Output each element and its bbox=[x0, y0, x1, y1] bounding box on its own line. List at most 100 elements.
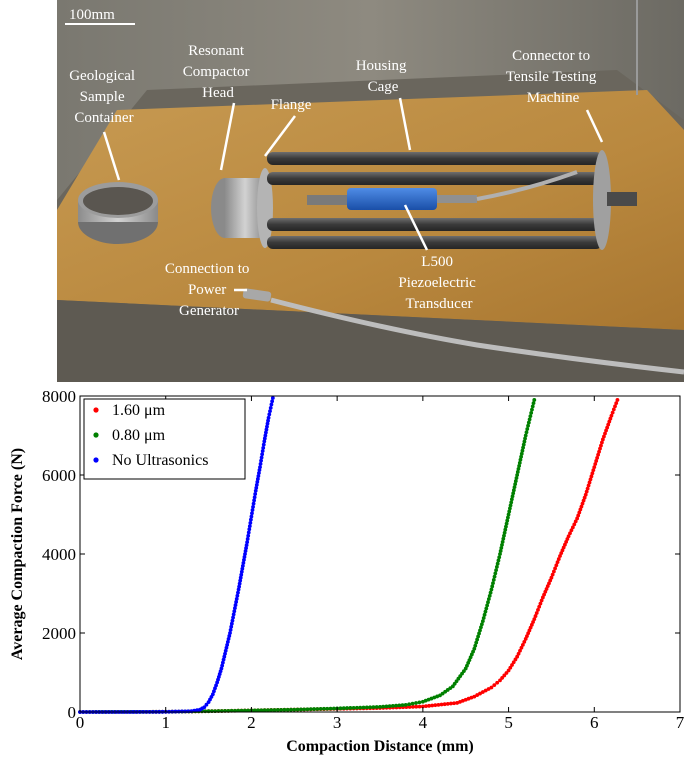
data-point bbox=[315, 707, 320, 711]
data-point bbox=[259, 455, 264, 460]
data-point bbox=[515, 654, 520, 659]
data-point bbox=[532, 398, 537, 402]
data-point bbox=[500, 539, 505, 544]
data-point bbox=[499, 546, 504, 550]
x-axis-label: Compaction Distance (mm) bbox=[286, 738, 474, 755]
data-point bbox=[298, 707, 303, 712]
data-point bbox=[251, 504, 255, 509]
data-point bbox=[483, 688, 488, 693]
data-point bbox=[260, 452, 265, 457]
x-tick-label: 4 bbox=[419, 713, 428, 732]
data-point bbox=[513, 657, 518, 662]
data-point bbox=[368, 705, 373, 710]
data-point bbox=[500, 676, 505, 680]
data-point bbox=[615, 398, 620, 402]
data-point bbox=[521, 445, 525, 450]
data-point bbox=[502, 533, 506, 538]
legend-label: No Ultrasonics bbox=[112, 452, 208, 469]
data-point bbox=[384, 704, 389, 709]
data-point bbox=[519, 451, 524, 456]
data-point bbox=[423, 698, 428, 703]
data-point bbox=[244, 546, 248, 550]
data-point bbox=[269, 402, 274, 407]
data-point bbox=[527, 417, 532, 422]
data-point bbox=[591, 468, 596, 473]
data-point bbox=[506, 512, 511, 517]
y-tick-label: 4000 bbox=[42, 545, 76, 564]
data-point bbox=[487, 593, 492, 598]
data-point bbox=[590, 471, 595, 476]
label-housing-cage: Housing Cage bbox=[356, 58, 411, 95]
data-point bbox=[515, 473, 520, 477]
data-point bbox=[494, 568, 498, 573]
data-point bbox=[595, 455, 600, 460]
data-point bbox=[417, 700, 422, 705]
data-point bbox=[292, 707, 297, 712]
data-point bbox=[246, 533, 251, 538]
data-point bbox=[224, 645, 229, 650]
data-point bbox=[518, 648, 522, 653]
data-point bbox=[530, 407, 534, 412]
data-point bbox=[257, 468, 262, 472]
data-point bbox=[523, 436, 527, 441]
data-point bbox=[390, 703, 395, 708]
data-point bbox=[270, 399, 275, 404]
data-point bbox=[490, 584, 495, 589]
data-point bbox=[238, 578, 243, 583]
data-point bbox=[263, 430, 268, 435]
data-point bbox=[241, 560, 246, 565]
data-point bbox=[414, 701, 418, 705]
data-point bbox=[573, 519, 578, 524]
data-point bbox=[507, 509, 512, 514]
data-point bbox=[480, 690, 485, 694]
data-point bbox=[486, 597, 491, 601]
data-point bbox=[387, 704, 392, 709]
data-point bbox=[228, 631, 232, 635]
data-point bbox=[355, 705, 359, 710]
x-tick-label: 6 bbox=[590, 713, 599, 732]
label-pointers bbox=[102, 97, 604, 292]
data-point bbox=[529, 410, 534, 415]
data-point bbox=[266, 415, 271, 420]
data-point bbox=[539, 598, 544, 603]
data-point bbox=[475, 637, 480, 642]
data-point bbox=[258, 465, 262, 469]
data-point bbox=[472, 646, 477, 651]
data-point bbox=[338, 706, 343, 711]
data-point bbox=[426, 697, 431, 702]
data-point bbox=[267, 412, 272, 417]
data-point bbox=[497, 555, 502, 560]
data-point bbox=[253, 492, 258, 496]
data-point bbox=[252, 708, 257, 713]
data-point bbox=[502, 530, 507, 535]
data-point bbox=[206, 709, 211, 714]
data-point bbox=[498, 678, 502, 683]
data-point bbox=[312, 707, 316, 711]
data-point bbox=[550, 572, 555, 577]
data-point bbox=[240, 563, 245, 568]
data-point bbox=[469, 695, 474, 700]
data-point bbox=[528, 414, 533, 419]
data-point bbox=[268, 405, 273, 410]
data-point bbox=[544, 587, 549, 591]
data-point bbox=[268, 409, 272, 414]
data-point bbox=[570, 525, 575, 530]
data-point bbox=[261, 442, 266, 447]
data-point bbox=[460, 698, 465, 703]
data-point bbox=[239, 572, 244, 577]
data-point bbox=[520, 642, 525, 647]
data-point bbox=[603, 431, 607, 436]
x-tick-label: 3 bbox=[333, 713, 342, 732]
data-point bbox=[594, 459, 599, 463]
data-point bbox=[214, 683, 218, 688]
data-point bbox=[251, 501, 256, 506]
data-point bbox=[351, 705, 356, 710]
data-point bbox=[485, 603, 490, 608]
data-point bbox=[221, 657, 226, 662]
data-point bbox=[482, 612, 487, 617]
data-point bbox=[510, 663, 514, 667]
data-point bbox=[432, 695, 437, 700]
label-sample-container: Geological Sample Container bbox=[69, 68, 139, 126]
series-2 bbox=[78, 396, 275, 714]
data-point bbox=[210, 692, 215, 697]
